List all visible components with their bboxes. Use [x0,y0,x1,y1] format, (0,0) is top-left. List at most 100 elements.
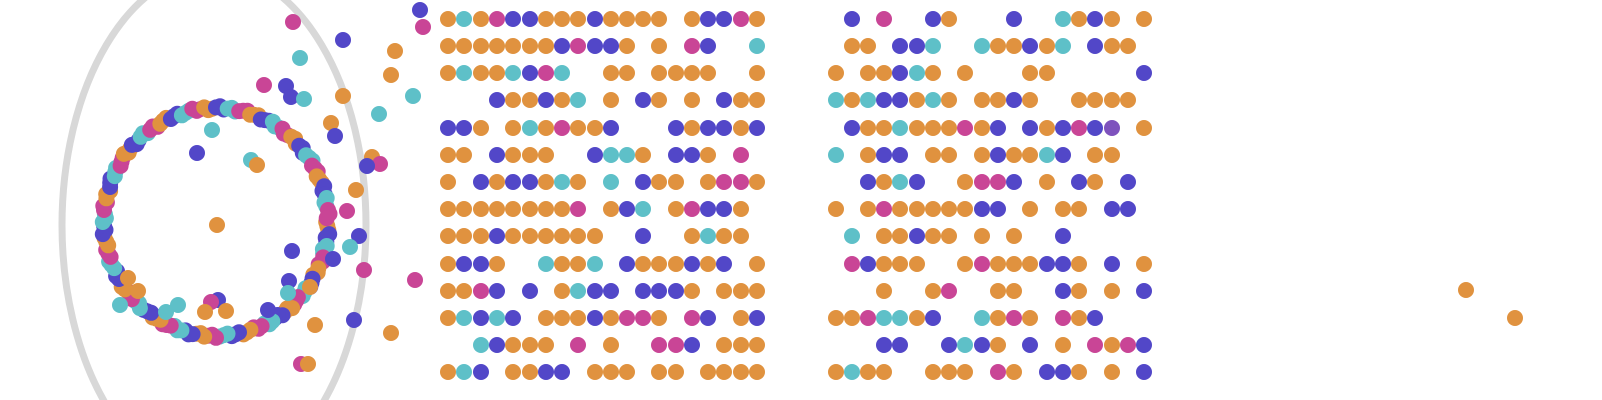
grid-point [1071,174,1087,190]
scatter-point [346,312,362,328]
grid-point [700,174,716,190]
grid-point [1055,283,1071,299]
grid-point [749,256,765,272]
grid-point [522,364,538,380]
grid-point [554,201,570,217]
grid-point [538,174,554,190]
grid-point [456,228,472,244]
outlier-point [1507,310,1523,326]
scatter-cluster [112,2,431,372]
grid-point [941,228,957,244]
grid-point [554,310,570,326]
grid-point [957,256,973,272]
grid-point [1006,256,1022,272]
grid-point [733,228,749,244]
grid-point [700,228,716,244]
scatter-point [292,50,308,66]
grid-point [1006,92,1022,108]
grid-point [957,120,973,136]
scatter-point [412,2,428,18]
grid-point [522,65,538,81]
grid-point [587,228,603,244]
grid-point [505,310,521,326]
grid-point [489,228,505,244]
grid-point [440,256,456,272]
grid-point [473,283,489,299]
grid-point [489,38,505,54]
scatter-point [285,14,301,30]
grid-point [1136,337,1152,353]
grid-point [749,120,765,136]
grid-point [635,310,651,326]
grid-point [716,120,732,136]
grid-point [1022,310,1038,326]
grid-point [440,201,456,217]
grid-point [635,201,651,217]
grid-point [876,337,892,353]
grid-point [538,310,554,326]
grid-point [749,364,765,380]
grid-point [587,38,603,54]
grid-point [505,11,521,27]
grid-point [1022,201,1038,217]
grid-point [489,92,505,108]
grid-point [892,38,908,54]
grid-point [603,65,619,81]
grid-point [668,65,684,81]
grid-point [489,337,505,353]
grid-point [440,147,456,163]
grid-point [668,337,684,353]
grid-point [538,11,554,27]
grid-point [473,201,489,217]
grid-point [684,92,700,108]
grid-point [974,310,990,326]
grid-point [505,147,521,163]
scatter-point [158,304,174,320]
grid-point [587,147,603,163]
scatter-point [383,325,399,341]
grid-point [619,201,635,217]
grid-point [1136,120,1152,136]
grid-point [1104,337,1120,353]
grid-point [828,310,844,326]
grid-point [925,11,941,27]
grid-point [733,364,749,380]
scatter-point [284,243,300,259]
grid-point [1039,65,1055,81]
grid-point [716,256,732,272]
grid-point [456,201,472,217]
grid-point [716,228,732,244]
grid-point [1087,92,1103,108]
scatter-point [415,19,431,35]
grid-point [749,337,765,353]
scatter-point [260,302,276,318]
grid-point [651,364,667,380]
scatter-point [256,77,272,93]
grid-point [538,147,554,163]
grid-point [733,174,749,190]
grid-point [1136,364,1152,380]
outlier-point [1458,282,1474,298]
grid-point [844,310,860,326]
grid-point [990,337,1006,353]
scatter-point [302,279,318,295]
grid-point [570,256,586,272]
grid-point [1136,65,1152,81]
grid-point [587,364,603,380]
grid-point [440,228,456,244]
grid-point [651,65,667,81]
grid-point [489,283,505,299]
grid-point [651,92,667,108]
grid-point [990,310,1006,326]
grid-point [440,11,456,27]
grid-point [554,256,570,272]
grid-point [619,147,635,163]
scatter-point [342,239,358,255]
grid-point [892,65,908,81]
grid-point [941,120,957,136]
grid-point [554,65,570,81]
grid-point [668,283,684,299]
grid-point [844,120,860,136]
grid-point [505,120,521,136]
grid-point [603,174,619,190]
